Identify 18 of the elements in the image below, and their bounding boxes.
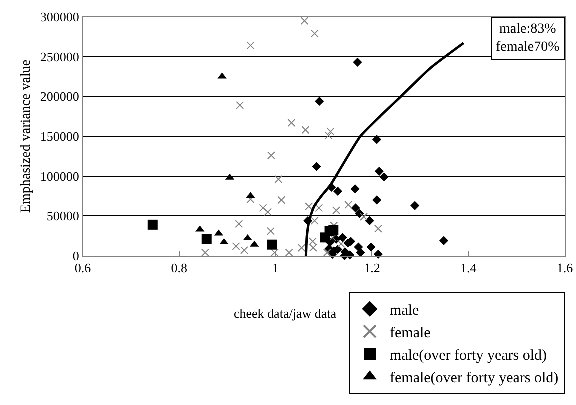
legend-label: female(over forty years old)	[390, 370, 559, 386]
x-tick-label: 1.2	[364, 260, 380, 276]
x-tick-label: 1	[272, 260, 280, 276]
y-tick-label: 250000	[40, 49, 80, 64]
x-tick-label: 1.6	[556, 260, 574, 276]
legend-label: male(over forty years old)	[390, 348, 548, 364]
y-tick-label: 200000	[40, 89, 80, 104]
y-tick-label: 50000	[46, 208, 80, 224]
annotation: male:83% female70%	[496, 22, 560, 56]
y-axis-title: Emphasized variance value	[19, 60, 34, 214]
x-axis-title: cheek data/jaw data	[234, 306, 337, 321]
x-tick-label: 1.4	[460, 260, 478, 276]
legend-label: female	[390, 325, 432, 342]
legend-label: male	[390, 302, 420, 319]
x-tick-label: 0.8	[171, 260, 188, 276]
y-tick-label: 300000	[40, 10, 80, 25]
y-tick-label: 150000	[40, 129, 80, 144]
y-tick-label: 100000	[40, 168, 80, 184]
